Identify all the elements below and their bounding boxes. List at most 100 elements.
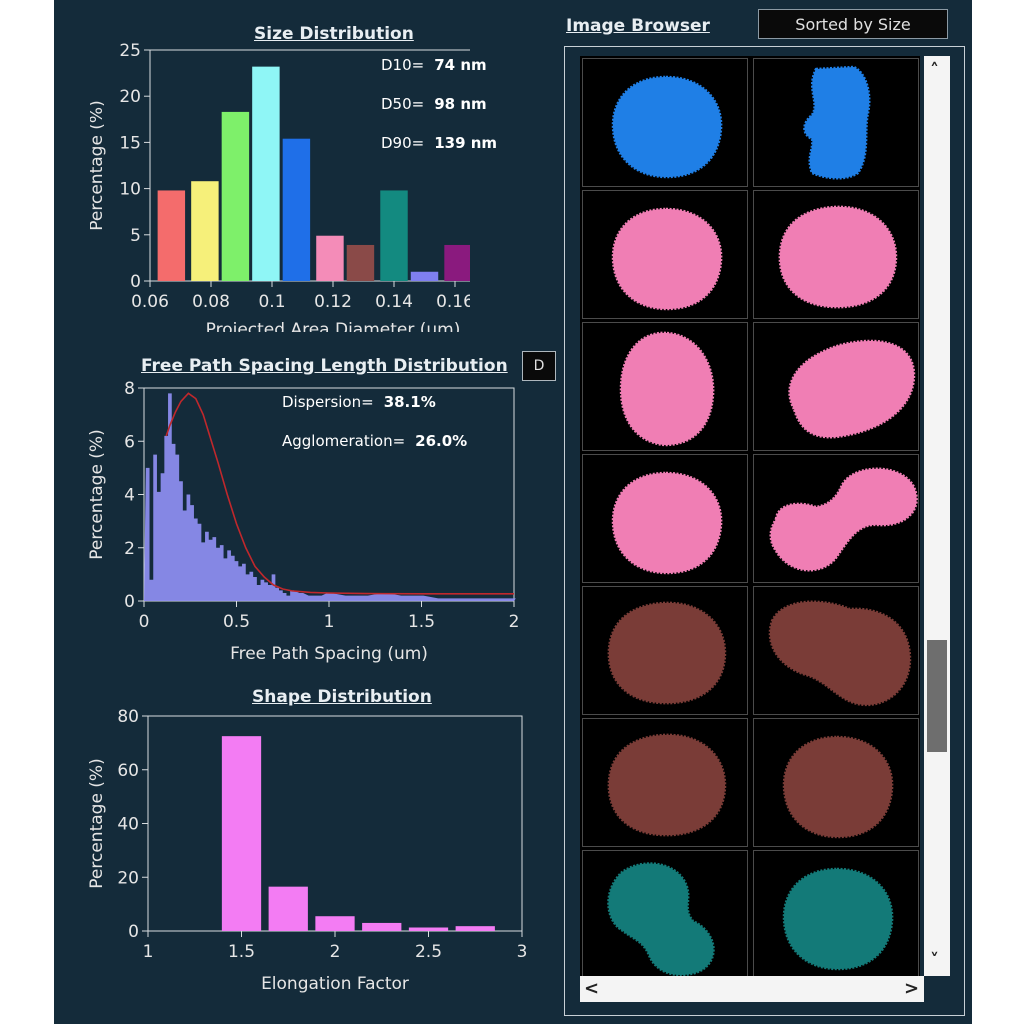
particle-image <box>803 65 871 180</box>
particle-image <box>607 862 715 977</box>
vertical-scroll-thumb[interactable] <box>927 639 947 752</box>
agglomeration-stat: Agglomeration= 26.0% <box>282 432 467 450</box>
particle-shape <box>607 733 727 837</box>
particle-shape <box>607 601 727 705</box>
agglomeration-label: Agglomeration= <box>282 432 406 450</box>
particle-image <box>782 735 894 839</box>
particle-thumbnail[interactable] <box>582 454 748 583</box>
horizontal-scrollbar[interactable]: < > <box>580 976 924 1002</box>
x-tick-label: 0.14 <box>375 292 413 312</box>
x-tick-label: 1.5 <box>228 942 255 962</box>
spacing-distribution-chart: 0 0.5 1 1.5 2 0 2 4 6 8 Free Path Spacing (um) Perc… <box>87 379 520 664</box>
shape-distribution-chart: 1 1.5 2 2.5 3 0 20 40 60 80 Elongation Factor Perce… <box>87 707 527 994</box>
particle-shape <box>782 735 894 839</box>
y-tick-label: 5 <box>130 226 141 246</box>
x-tick-label: 2.5 <box>415 942 442 962</box>
shape-bar <box>362 922 402 931</box>
x-tick-label: 0.06 <box>131 292 169 312</box>
agglomeration-value: 26.0% <box>415 432 468 450</box>
d-button[interactable]: D <box>522 351 556 381</box>
scroll-right-icon[interactable]: > <box>904 978 920 999</box>
shape-bar <box>455 926 495 931</box>
particle-image <box>768 600 912 707</box>
size-bar <box>282 138 311 281</box>
d50-stat: D50= 98 nm <box>381 95 487 113</box>
d50-label: D50= <box>381 95 425 113</box>
particle-thumbnail[interactable] <box>582 190 748 319</box>
d90-stat: D90= 139 nm <box>381 134 497 152</box>
particle-thumbnail[interactable] <box>753 322 919 451</box>
y-tick-label: 4 <box>124 486 135 506</box>
size-bar <box>346 244 375 281</box>
size-bar <box>252 66 280 281</box>
x-tick-label: 3 <box>517 942 528 962</box>
d10-stat: D10= 74 nm <box>381 56 487 74</box>
size-bar <box>410 271 439 281</box>
particle-shape <box>769 467 918 572</box>
particle-shape <box>803 65 871 180</box>
scroll-up-icon[interactable]: ˄ <box>930 60 939 81</box>
particle-image <box>788 339 916 439</box>
x-axis-label: Elongation Factor <box>261 974 409 994</box>
y-tick-label: 6 <box>124 432 135 452</box>
y-axis-label: Percentage (%) <box>87 429 107 559</box>
sort-by-size-button[interactable]: Sorted by Size <box>758 9 948 39</box>
particle-thumbnail[interactable] <box>753 454 919 583</box>
x-tick-label: 1 <box>143 942 154 962</box>
shape-bar <box>408 927 449 931</box>
size-distribution-title: Size Distribution <box>254 24 414 44</box>
particle-shape <box>788 339 916 439</box>
particle-thumbnail[interactable] <box>753 58 919 187</box>
shape-chart-group: 1 1.5 2 2.5 3 0 20 40 60 80 Elongation Factor Perce… <box>87 707 527 994</box>
y-tick-label: 20 <box>119 87 141 107</box>
size-chart-group: 0.060.080.10.120.140.160.180510152025Pro… <box>90 41 470 332</box>
particle-shape <box>782 867 894 971</box>
x-tick-label: 1 <box>324 612 335 632</box>
y-tick-label: 8 <box>124 379 135 399</box>
x-axis-label: Free Path Spacing (um) <box>230 644 428 664</box>
size-bar <box>444 244 470 281</box>
x-tick-label: 0.16 <box>436 292 470 312</box>
x-tick-label: 2 <box>509 612 520 632</box>
x-tick-label: 2 <box>330 942 341 962</box>
d90-value: 139 nm <box>434 134 498 152</box>
scroll-left-icon[interactable]: < <box>584 978 600 999</box>
size-bar <box>221 111 250 282</box>
y-tick-label: 2 <box>124 539 135 559</box>
particle-shape <box>768 600 912 707</box>
particle-thumbnail[interactable] <box>582 718 748 847</box>
size-bar <box>191 181 219 281</box>
particle-shape <box>619 331 715 447</box>
particle-shape <box>611 75 723 179</box>
particle-thumbnail[interactable] <box>582 586 748 715</box>
particle-image <box>778 205 898 309</box>
d10-label: D10= <box>381 56 425 74</box>
particle-thumbnail[interactable] <box>753 850 919 979</box>
plot-frame <box>147 715 523 932</box>
y-tick-label: 25 <box>119 41 141 61</box>
y-tick-label: 0 <box>128 922 139 942</box>
shape-bar <box>315 916 355 931</box>
scroll-down-icon[interactable]: ˅ <box>930 950 939 971</box>
particle-thumbnail[interactable] <box>582 58 748 187</box>
spacing-distribution-title: Free Path Spacing Length Distribution <box>141 356 508 376</box>
y-tick-label: 80 <box>117 707 139 727</box>
x-tick-label: 0.08 <box>192 292 230 312</box>
d50-value: 98 nm <box>434 95 487 113</box>
particle-image <box>782 867 894 971</box>
particle-thumbnail[interactable] <box>753 586 919 715</box>
y-tick-label: 60 <box>117 761 139 781</box>
shape-distribution-title: Shape Distribution <box>252 687 432 707</box>
particle-thumbnail[interactable] <box>582 322 748 451</box>
particle-thumbnail[interactable] <box>753 190 919 319</box>
particle-image <box>611 207 723 311</box>
x-tick-label: 0.12 <box>314 292 352 312</box>
x-tick-label: 0 <box>139 612 150 632</box>
size-bar <box>316 235 344 281</box>
particle-image <box>607 733 727 837</box>
particle-thumbnail[interactable] <box>582 850 748 979</box>
particle-thumbnail[interactable] <box>753 718 919 847</box>
particle-image-grid <box>580 56 920 979</box>
shape-bar <box>221 736 262 931</box>
vertical-scrollbar[interactable]: ˄ ˅ <box>924 56 950 976</box>
